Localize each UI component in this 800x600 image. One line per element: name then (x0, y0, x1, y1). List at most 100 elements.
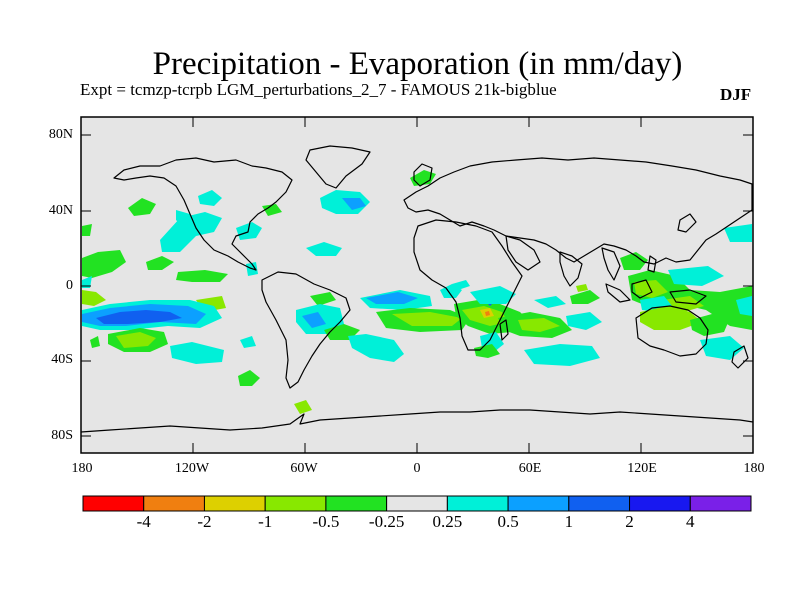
coast-japan (677, 213, 697, 233)
field-spac-cyan (170, 342, 224, 364)
field-north-atlantic-blue (342, 198, 366, 210)
field-indian-cyan-east (566, 312, 602, 330)
field-north-pacific-green (128, 198, 156, 216)
coast-antarctica (80, 409, 754, 433)
lon-label-60w: 60W (290, 461, 318, 476)
field-sahel-cyan (452, 280, 470, 290)
field-pacific-east-edge-green (82, 224, 92, 236)
field-wpac-green (620, 252, 648, 270)
field-indian-cyan-mid (534, 296, 566, 308)
field-southern-green (238, 370, 260, 386)
field-ne-asia-cyan (724, 224, 752, 242)
field-s-atlantic-cyan (348, 334, 404, 362)
colorbar-swatch (264, 495, 327, 512)
field-west-edge-cyan (82, 276, 92, 288)
colorbar-swatch (325, 495, 388, 512)
coast-sumatra (605, 283, 631, 303)
colorbar-swatch (446, 495, 509, 512)
lon-label-0: 0 (413, 461, 421, 476)
coast-philippines (647, 255, 657, 273)
colorbar-label: 0.25 (432, 512, 463, 531)
field-madagascar-green (474, 344, 500, 358)
colorbar-label: 1 (564, 512, 574, 531)
map-title: Precipitation - Evaporation (in mm/day) (152, 46, 683, 82)
field-tasman-cyan (736, 296, 752, 316)
colorbar-swatch (629, 495, 691, 512)
field-tropical-pacific-green (82, 250, 126, 278)
field-indian-green-mid (570, 290, 600, 304)
colorbar (82, 495, 752, 512)
field-africa-orange (485, 311, 490, 316)
colorbar-label: -0.25 (368, 512, 405, 531)
field-central-pacific-green (176, 270, 228, 282)
lat-label-80n: 80N (48, 127, 73, 142)
colorbar-label: 0.5 (497, 512, 519, 531)
colorbar-swatch (143, 495, 205, 512)
field-southern-indian-cyan (524, 344, 600, 366)
coast-greenland (305, 145, 371, 189)
colorbar-swatch (203, 495, 266, 512)
field-south-america-coast-cyan (240, 336, 256, 348)
coastlines (80, 145, 754, 433)
lat-label-eq: 0 (66, 278, 73, 293)
lon-label-180e: 180 (743, 461, 765, 476)
coast-arabia (505, 235, 541, 271)
field-north-america-cyan (176, 210, 198, 228)
field-spac-green-small (90, 336, 100, 348)
field-pacific-lime (82, 290, 106, 306)
colorbar-swatch (507, 495, 570, 512)
lon-label-180w: 180 (71, 461, 93, 476)
field-north-atlantic-green (262, 204, 282, 216)
field-indian-ocean-lime (518, 318, 560, 332)
coast-india (559, 251, 583, 287)
field-atlantic-cyan (306, 242, 342, 256)
field-south-atlantic-lime-band (392, 312, 462, 326)
experiment-subtitle: Expt = tcmzp-tcrpb LGM_perturbations_2_7… (80, 80, 557, 99)
lat-label-40s: 40S (51, 352, 73, 367)
colorbar-swatch (689, 495, 752, 512)
coast-madagascar (499, 319, 509, 341)
colorbar-label: -1 (258, 512, 273, 531)
field-tropical-pacific-green2 (146, 256, 174, 270)
lon-label-120w: 120W (174, 461, 210, 476)
coast-new-guinea (669, 289, 707, 305)
season-label: DJF (720, 85, 752, 104)
field-australia-lime (640, 306, 702, 330)
field-north-pacific-cyan (160, 212, 222, 252)
coast-australia (635, 305, 709, 357)
lon-label-120e: 120E (627, 461, 657, 476)
field-indian-lime-small (576, 284, 588, 292)
colorbar-label: -4 (136, 512, 151, 531)
field-spac-lime (116, 332, 156, 348)
colorbar-label: -0.5 (312, 512, 340, 531)
field-brazil-blue (302, 312, 326, 328)
coast-north-america (113, 157, 293, 271)
coast-south-america (261, 271, 351, 389)
colorbar-label: -2 (197, 512, 212, 531)
field-australia-green (690, 314, 730, 336)
lat-label-80s: 80S (51, 428, 73, 443)
coast-africa (413, 219, 523, 351)
field-antarctic-peninsula-lime (294, 400, 312, 414)
field-wpac-cyan (668, 266, 724, 286)
colorbar-swatch (82, 495, 145, 512)
colorbar-label: 2 (625, 512, 634, 531)
field-equatorial-atlantic-green (310, 292, 336, 306)
field-east-africa-cyan (470, 286, 516, 304)
field-south-pacific-dark-blue (96, 310, 182, 324)
field-eq-atlantic-blue (366, 292, 418, 304)
colorbar-swatch (568, 495, 631, 512)
pe-anomaly-fields (82, 170, 752, 414)
coast-new-zealand (731, 345, 749, 369)
lon-label-60e: 60E (518, 461, 542, 476)
coast-borneo (631, 279, 653, 299)
coast-indochina (601, 247, 621, 281)
field-ne-pacific-cyan (198, 190, 222, 206)
coast-eurasia (403, 157, 753, 265)
coast-scandinavia (413, 163, 433, 187)
colorbar-label: 4 (686, 512, 695, 531)
field-gulf-cyan (236, 222, 262, 240)
axis-ticks (81, 117, 753, 453)
lat-label-40n: 40N (48, 203, 73, 218)
